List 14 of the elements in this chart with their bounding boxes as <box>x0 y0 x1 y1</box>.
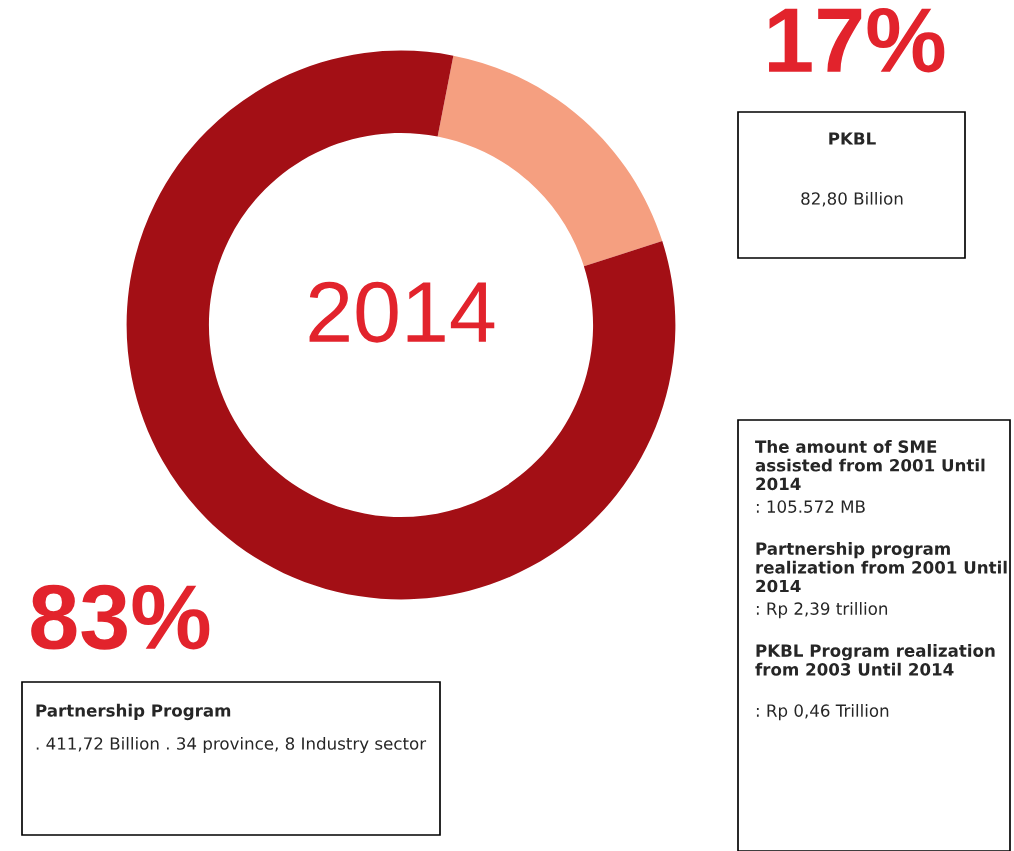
text: . 411,72 Billion . 34 province, 8 Industry sector <box>36 736 427 754</box>
data-label: 17% <box>769 7 945 73</box>
text: : Rp 0,46 Trillion <box>756 704 889 721</box>
slice-label: Partnership Program <box>36 703 231 721</box>
text: The amount of SME assisted from 2001 Until 2014 <box>755 440 985 491</box>
text: PKBL Program realization from 2003 Until 2014 <box>755 644 995 676</box>
text: : Rp 2,39 trillion <box>756 602 888 619</box>
text: : 105.572 MB <box>756 500 865 513</box>
text: 82,80 Billion <box>801 191 903 207</box>
text: Partnership program realization from 2001 Until 2014 <box>756 542 1007 593</box>
slice-label: PKBL <box>829 132 876 145</box>
text: 2014 <box>309 281 495 343</box>
data-label: 83% <box>31 584 210 650</box>
donut-slice <box>437 55 663 267</box>
